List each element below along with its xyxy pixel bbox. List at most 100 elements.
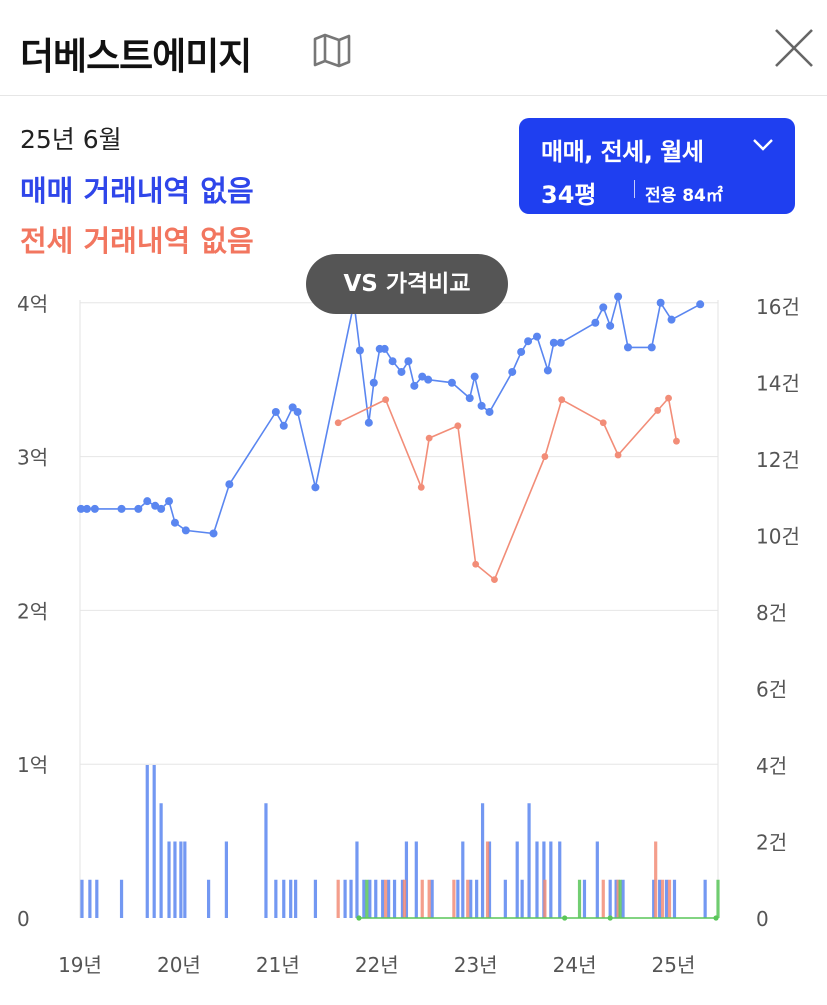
close-icon[interactable] — [772, 26, 816, 70]
sale-volume-bar — [374, 879, 378, 918]
jeonse-volume-bar — [466, 879, 470, 918]
jeonse-price-point — [334, 419, 342, 427]
y-right-tick-label: 2건 — [756, 831, 787, 855]
sale-volume-bar — [549, 841, 553, 918]
price-chart: 0 1억 2억 3억 4억 0 2건 4건 6건 8건 10건 12건 14건 16건 19년 20년 21년 2… — [17, 292, 800, 977]
sale-volume-bar — [88, 879, 92, 918]
y-left-tick-label: 0 — [17, 907, 30, 931]
sale-volume-bar — [368, 879, 372, 918]
sale-volume-bar — [658, 879, 662, 918]
sale-price-point — [157, 504, 166, 513]
map-icon[interactable] — [312, 32, 352, 68]
sale-price-point — [485, 407, 494, 416]
sale-volume-bar — [703, 879, 707, 918]
sale-price-point — [465, 394, 474, 403]
sale-price-point — [225, 480, 234, 489]
trade-types-label: 매매, 전세, 월세 — [541, 138, 704, 166]
sale-volume-bar — [621, 879, 625, 918]
rent-price-point — [356, 915, 362, 921]
jeonse-price-line — [337, 396, 678, 581]
sale-volume-bar — [595, 841, 599, 918]
sale-volume-bar — [159, 803, 163, 918]
sale-volume-bar — [183, 841, 187, 918]
sale-price-point — [397, 367, 406, 376]
sale-price-point — [606, 321, 615, 330]
sale-volume-bar — [672, 879, 677, 918]
sale-volume-bar — [520, 879, 524, 918]
sale-volume-bar — [487, 841, 492, 918]
jeonse-price-point — [599, 419, 607, 427]
sale-price-point — [311, 483, 320, 492]
sale-price-point — [181, 526, 190, 535]
sale-price-point — [418, 372, 427, 381]
jeonse-volume-bar — [616, 879, 620, 918]
sale-volume-bar — [469, 879, 473, 918]
jeonse-price-point — [614, 451, 622, 459]
sale-price-point — [117, 504, 126, 513]
sale-volume-bar — [503, 879, 507, 918]
exclusive-area-label: 전용 84㎡ — [645, 186, 723, 206]
jeonse-price-point — [472, 560, 480, 568]
jeonse-price-point — [425, 434, 433, 442]
jeonse-volume-bar — [402, 879, 407, 918]
sale-volume-bar — [179, 841, 183, 918]
sale-volume-bar — [404, 841, 409, 918]
sale-volume-bar — [282, 879, 286, 918]
sale-price-point — [279, 421, 288, 430]
sale-volume-bar — [119, 879, 124, 918]
sale-volume-bar — [95, 879, 99, 918]
header: 더베스트에미지 — [0, 0, 827, 96]
sale-volume-bar — [456, 879, 460, 918]
x-tick-label: 20년 — [157, 953, 201, 977]
y-left-tick-label: 2억 — [17, 599, 48, 623]
x-tick-label: 19년 — [58, 953, 102, 977]
sale-price-point — [447, 378, 456, 387]
trade-filter-button[interactable]: 매매, 전세, 월세 34평 전용 84㎡ — [519, 118, 795, 214]
rent-volume-bar — [577, 879, 582, 918]
sale-price-point — [293, 407, 302, 416]
sale-price-point — [82, 504, 91, 513]
sale-price-line — [81, 296, 701, 535]
x-tick-label: 24년 — [553, 953, 597, 977]
y-right-tick-label: 0 — [756, 907, 769, 931]
sale-price-point — [271, 407, 280, 416]
sale-volume-bar — [400, 879, 405, 918]
chevron-down-icon — [753, 139, 773, 151]
sale-price-point — [364, 418, 373, 427]
jeonse-price-point — [491, 576, 498, 584]
jeonse-volume-bar — [654, 841, 658, 918]
jeonse-price-point — [665, 394, 672, 402]
sale-volume-bar — [614, 879, 618, 918]
sale-volume-bar — [80, 879, 84, 918]
sale-volume-bar — [274, 879, 278, 918]
sale-price-point — [623, 343, 632, 352]
jeonse-volume-bar — [661, 879, 665, 918]
sale-volume-bar — [313, 879, 318, 918]
sale-volume-bar — [355, 841, 359, 918]
y-right-tick-label: 6건 — [756, 678, 787, 702]
sale-price-point — [696, 300, 705, 309]
sale-volume-bar — [145, 765, 149, 918]
sale-volume-bar — [430, 879, 434, 918]
sale-price-point — [209, 529, 218, 538]
sale-price-point — [170, 518, 179, 527]
sale-price-point — [556, 338, 565, 347]
sale-status-text: 매매 거래내역 없음 — [20, 174, 254, 208]
sale-price-point — [517, 347, 526, 356]
sale-volume-bar — [349, 879, 353, 918]
vs-compare-button[interactable]: VS 가격비교 — [306, 254, 508, 314]
jeonse-volume-bar — [452, 879, 456, 918]
complex-title: 더베스트에미지 — [20, 35, 252, 78]
rent-volume-bar — [365, 879, 369, 918]
y-right-tick-label: 8건 — [756, 601, 787, 625]
y-right-tick-label: 16건 — [756, 295, 800, 319]
sale-price-point — [508, 367, 517, 376]
jeonse-price-point — [382, 396, 390, 404]
period-label: 25년 6월 — [20, 125, 122, 154]
rent-volume-bar — [618, 879, 622, 918]
jeonse-status-text: 전세 거래내역 없음 — [20, 224, 254, 258]
jeonse-volume-bar — [336, 879, 340, 918]
jeonse-price-point — [454, 422, 462, 430]
sale-volume-bar — [652, 879, 656, 918]
sale-price-point — [524, 337, 533, 346]
